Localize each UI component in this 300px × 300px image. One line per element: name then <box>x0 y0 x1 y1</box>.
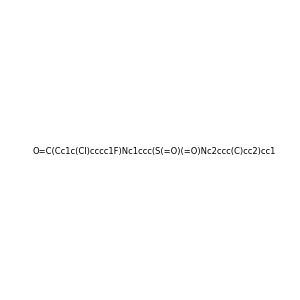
Text: O=C(Cc1c(Cl)cccc1F)Nc1ccc(S(=O)(=O)Nc2ccc(C)cc2)cc1: O=C(Cc1c(Cl)cccc1F)Nc1ccc(S(=O)(=O)Nc2cc… <box>32 147 275 156</box>
